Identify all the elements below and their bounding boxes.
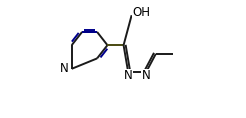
Text: N: N: [124, 69, 133, 82]
Text: OH: OH: [133, 6, 151, 19]
Text: N: N: [60, 62, 69, 75]
Text: N: N: [142, 69, 150, 82]
